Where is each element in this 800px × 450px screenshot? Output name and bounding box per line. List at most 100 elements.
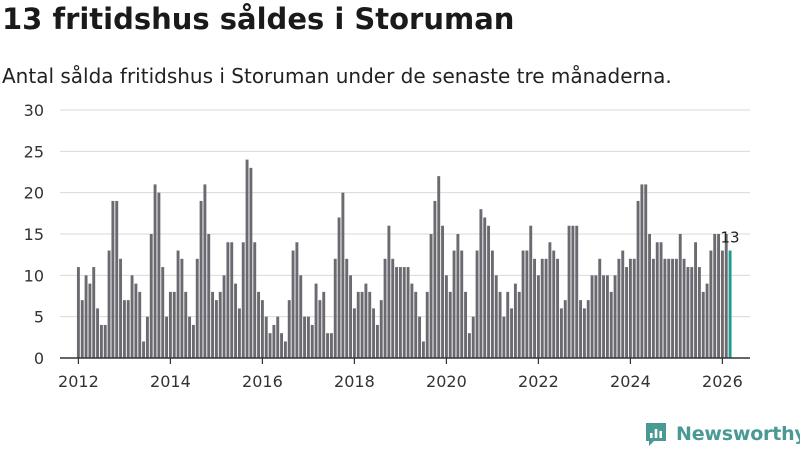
bar xyxy=(717,234,721,358)
x-tick-label: 2022 xyxy=(518,372,559,391)
bar-highlight xyxy=(728,250,732,358)
bar xyxy=(544,258,548,358)
bar xyxy=(609,291,613,358)
bar xyxy=(234,283,238,358)
bar xyxy=(548,242,552,358)
bar xyxy=(92,267,96,358)
newsworthy-logo-icon xyxy=(646,423,666,446)
bar xyxy=(441,225,445,358)
bar xyxy=(184,291,188,358)
bar xyxy=(329,333,333,358)
y-tick-label: 0 xyxy=(34,349,44,368)
bar xyxy=(157,192,161,358)
bar xyxy=(406,267,410,358)
bar xyxy=(379,300,383,358)
bar xyxy=(88,283,92,358)
bar xyxy=(326,333,330,358)
bar xyxy=(119,258,123,358)
bar xyxy=(567,225,571,358)
bar xyxy=(161,267,165,358)
bar xyxy=(613,275,617,358)
bar xyxy=(667,258,671,358)
bar xyxy=(126,300,130,358)
bar xyxy=(333,258,337,358)
bar xyxy=(701,291,705,358)
bar xyxy=(644,184,648,358)
bar xyxy=(145,316,149,358)
bar xyxy=(605,275,609,358)
bar xyxy=(529,225,533,358)
bar xyxy=(383,258,387,358)
bar xyxy=(444,275,448,358)
bar xyxy=(452,250,456,358)
bar xyxy=(176,250,180,358)
bar xyxy=(425,291,429,358)
bar xyxy=(360,291,364,358)
x-tick-label: 2026 xyxy=(702,372,743,391)
bar xyxy=(341,192,345,358)
bar xyxy=(96,308,100,358)
brand: Newsworthy xyxy=(644,421,800,447)
bar xyxy=(214,300,218,358)
bar xyxy=(410,283,414,358)
last-value-label: 13 xyxy=(721,229,740,247)
bar xyxy=(257,291,261,358)
bar xyxy=(84,275,88,358)
bar xyxy=(165,316,169,358)
bar xyxy=(276,316,280,358)
bar xyxy=(682,258,686,358)
y-tick-label: 20 xyxy=(24,184,44,203)
bar xyxy=(80,300,84,358)
bar xyxy=(663,258,667,358)
x-tick-label: 2016 xyxy=(242,372,283,391)
bar xyxy=(310,324,314,358)
bars xyxy=(76,159,732,358)
bar xyxy=(402,267,406,358)
bar xyxy=(602,275,606,358)
bar xyxy=(172,291,176,358)
bar xyxy=(391,258,395,358)
bar xyxy=(456,234,460,358)
bar xyxy=(674,258,678,358)
bar xyxy=(421,341,425,358)
bar xyxy=(651,258,655,358)
y-tick-label: 10 xyxy=(24,266,44,285)
bar xyxy=(345,258,349,358)
bar xyxy=(375,324,379,358)
bar xyxy=(648,234,652,358)
bar xyxy=(249,167,253,358)
bar xyxy=(709,250,713,358)
bar xyxy=(694,242,698,358)
bar xyxy=(579,300,583,358)
bar xyxy=(314,283,318,358)
bar xyxy=(490,250,494,358)
bar xyxy=(287,300,291,358)
bar xyxy=(299,275,303,358)
bar xyxy=(191,324,195,358)
bar xyxy=(628,258,632,358)
bar xyxy=(211,291,215,358)
y-tick-label: 25 xyxy=(24,142,44,161)
bar xyxy=(138,291,142,358)
bar xyxy=(464,291,468,358)
bar xyxy=(107,250,111,358)
bar xyxy=(226,242,230,358)
bar xyxy=(517,291,521,358)
bar xyxy=(575,225,579,358)
bar xyxy=(632,258,636,358)
bar xyxy=(724,234,728,358)
x-tick-label: 2012 xyxy=(58,372,99,391)
bar xyxy=(283,341,287,358)
bar xyxy=(594,275,598,358)
bar xyxy=(536,275,540,358)
y-tick-label: 5 xyxy=(34,308,44,327)
bar xyxy=(130,275,134,358)
bar xyxy=(498,291,502,358)
bar xyxy=(237,308,241,358)
bar xyxy=(203,184,207,358)
bar xyxy=(659,242,663,358)
bar xyxy=(506,291,510,358)
x-axis: 2012 2014 2016 2018 2020 2022 2024 2026 xyxy=(58,357,750,391)
bar xyxy=(590,275,594,358)
bar xyxy=(571,225,575,358)
